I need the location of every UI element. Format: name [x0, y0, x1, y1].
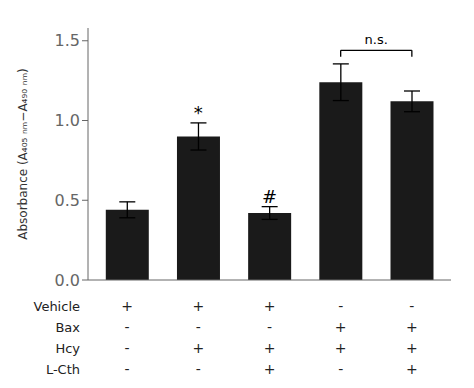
svg-text:Absorbance (A₄₀₅ ₙₘ−A₄₉₀ ₙₘ): Absorbance (A₄₀₅ ₙₘ−A₄₉₀ ₙₘ) — [16, 68, 30, 240]
svg-text:+: + — [406, 361, 418, 377]
svg-text:*: * — [194, 102, 203, 123]
svg-text:+: + — [121, 298, 133, 314]
svg-text:-: - — [125, 319, 130, 335]
svg-text:-: - — [125, 361, 130, 377]
svg-text:+: + — [192, 298, 204, 314]
svg-text:-: - — [196, 361, 201, 377]
svg-text:n.s.: n.s. — [365, 32, 388, 47]
svg-text:Bax: Bax — [55, 320, 80, 335]
svg-text:Vehicle: Vehicle — [34, 299, 81, 314]
svg-text:+: + — [264, 298, 276, 314]
svg-text:-: - — [338, 298, 343, 314]
svg-text:+: + — [192, 340, 204, 356]
svg-text:L-Cth: L-Cth — [46, 362, 80, 377]
svg-text:+: + — [264, 361, 276, 377]
svg-text:-: - — [125, 340, 130, 356]
svg-text:+: + — [264, 340, 276, 356]
svg-text:#: # — [262, 186, 277, 207]
svg-text:0.0: 0.0 — [55, 271, 80, 290]
svg-text:+: + — [335, 319, 347, 335]
svg-text:Hcy: Hcy — [55, 341, 80, 356]
svg-text:+: + — [406, 340, 418, 356]
svg-text:-: - — [267, 319, 272, 335]
svg-text:-: - — [338, 361, 343, 377]
svg-text:+: + — [406, 319, 418, 335]
svg-text:-: - — [196, 319, 201, 335]
svg-text:1.5: 1.5 — [55, 31, 80, 50]
svg-text:+: + — [335, 340, 347, 356]
svg-text:0.5: 0.5 — [55, 191, 80, 210]
svg-text:1.0: 1.0 — [55, 111, 80, 130]
svg-text:-: - — [409, 298, 414, 314]
